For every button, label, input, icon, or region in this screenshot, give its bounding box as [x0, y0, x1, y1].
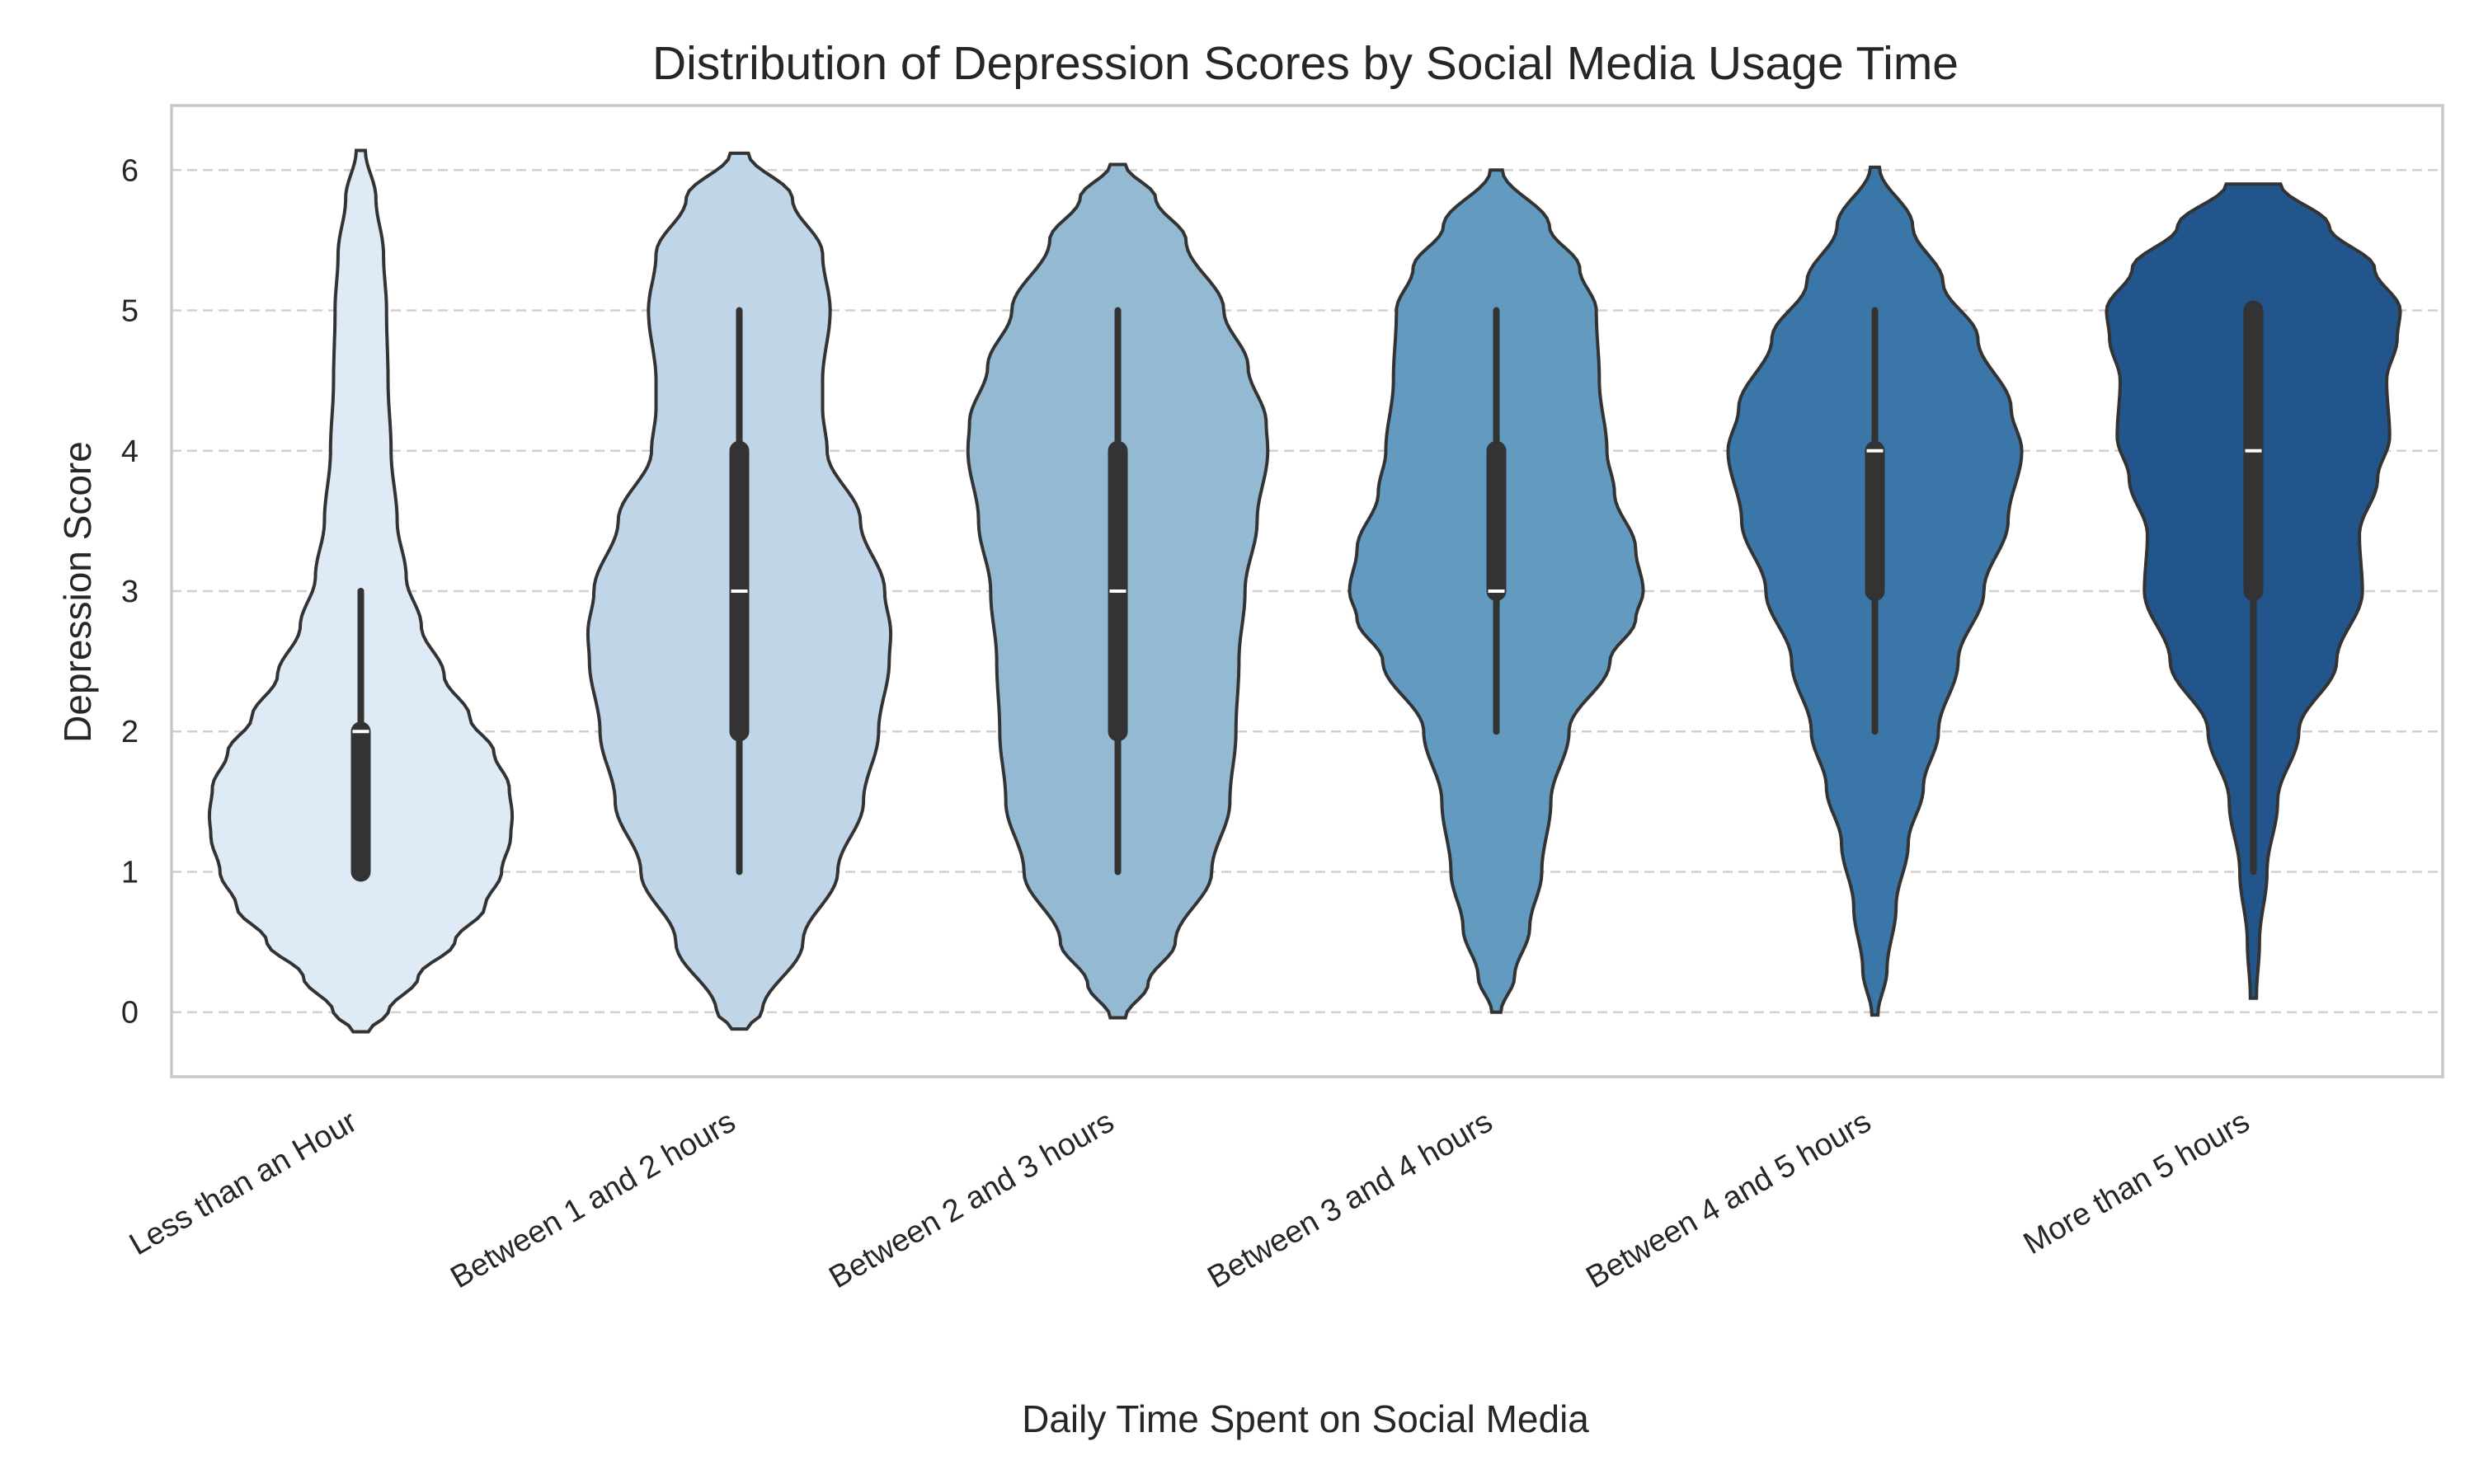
y-tick-label: 0	[121, 996, 139, 1031]
y-tick-label: 3	[121, 575, 139, 609]
y-tick-labels: 0 1 2 3 4 5 6	[121, 153, 139, 1030]
violin-group-item	[1348, 168, 1645, 1014]
x-tick-label: Between 3 and 4 hours	[1202, 1104, 1498, 1295]
y-tick-label: 2	[121, 715, 139, 749]
violin-group-item	[966, 162, 1270, 1020]
y-tick-label: 5	[121, 294, 139, 329]
x-tick-label: Between 1 and 2 hours	[445, 1104, 741, 1295]
gridlines	[172, 169, 2443, 1013]
y-tick-label: 1	[121, 855, 139, 890]
x-tick-label: Less than an Hour	[124, 1104, 363, 1262]
plot-frame	[170, 104, 2444, 1078]
violin-group-item	[586, 151, 893, 1031]
x-tick-labels: Less than an Hour Between 1 and 2 hours Be…	[124, 1104, 2255, 1295]
x-tick-label: More than 5 hours	[2018, 1104, 2255, 1261]
x-tick-label: Between 2 and 3 hours	[824, 1104, 1120, 1295]
chart-title: Distribution of Depression Scores by Soc…	[652, 37, 1959, 90]
y-tick-label: 4	[121, 434, 139, 469]
violin-group-item	[1726, 165, 2024, 1017]
violin-group-item	[207, 148, 515, 1034]
y-axis-label: Depression Score	[56, 441, 99, 743]
violins	[207, 148, 2402, 1034]
x-axis-label: Daily Time Spent on Social Media	[1022, 1397, 1589, 1440]
y-tick-label: 6	[121, 153, 139, 188]
violin-group-item	[2105, 182, 2402, 1000]
x-tick-label: Between 4 and 5 hours	[1581, 1104, 1877, 1295]
